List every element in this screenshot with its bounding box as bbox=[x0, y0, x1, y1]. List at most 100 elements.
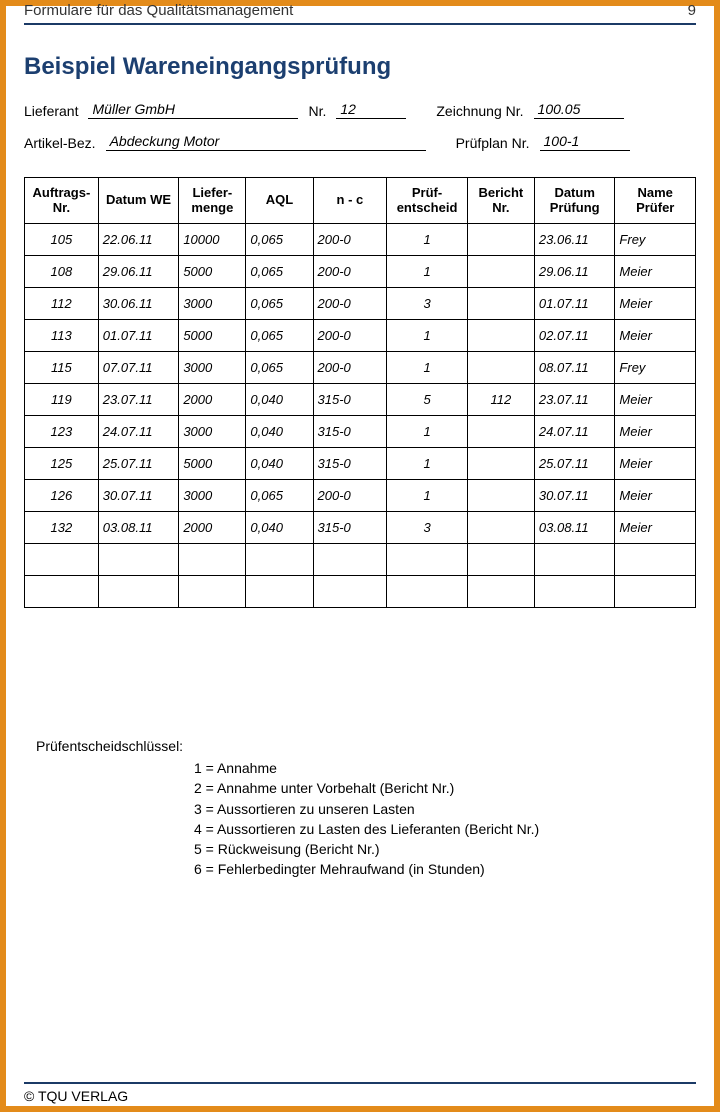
table-cell: Meier bbox=[615, 448, 696, 480]
table-cell: 22.06.11 bbox=[98, 224, 179, 256]
table-header-cell: Auftrags-Nr. bbox=[25, 178, 99, 224]
table-cell: 5000 bbox=[179, 448, 246, 480]
pruefplan-label: Prüfplan Nr. bbox=[456, 135, 530, 151]
table-cell: 113 bbox=[25, 320, 99, 352]
table-cell: Meier bbox=[615, 256, 696, 288]
table-cell: 01.07.11 bbox=[98, 320, 179, 352]
table-header-cell: Prüf-entscheid bbox=[387, 178, 468, 224]
table-cell: 29.06.11 bbox=[98, 256, 179, 288]
document-page: Formulare für das Qualitätsmanagement 9 … bbox=[0, 0, 720, 1112]
artikel-value: Abdeckung Motor bbox=[106, 133, 426, 151]
legend-item: 1 = Annahme bbox=[194, 758, 696, 778]
table-cell bbox=[313, 544, 387, 576]
lieferant-label: Lieferant bbox=[24, 103, 78, 119]
table-cell: 30.07.11 bbox=[534, 480, 615, 512]
table-cell: 126 bbox=[25, 480, 99, 512]
table-cell bbox=[467, 288, 534, 320]
table-cell: 23.07.11 bbox=[534, 384, 615, 416]
table-cell: 02.07.11 bbox=[534, 320, 615, 352]
table-cell: 200-0 bbox=[313, 480, 387, 512]
legend-item: 6 = Fehlerbedingter Mehraufwand (in Stun… bbox=[194, 859, 696, 879]
table-cell: 1 bbox=[387, 480, 468, 512]
table-cell: 0,065 bbox=[246, 224, 313, 256]
table-cell bbox=[246, 576, 313, 608]
table-cell: 115 bbox=[25, 352, 99, 384]
table-cell: 24.07.11 bbox=[534, 416, 615, 448]
legend-item: 4 = Aussortieren zu Lasten des Lieferant… bbox=[194, 819, 696, 839]
table-cell bbox=[467, 512, 534, 544]
table-cell: 1 bbox=[387, 320, 468, 352]
table-cell bbox=[467, 416, 534, 448]
table-header-cell: AQL bbox=[246, 178, 313, 224]
table-cell: Meier bbox=[615, 512, 696, 544]
table-cell bbox=[387, 544, 468, 576]
form-row-2: Artikel-Bez. Abdeckung Motor Prüfplan Nr… bbox=[24, 133, 696, 151]
table-row: 13203.08.1120000,040315-0303.08.11Meier bbox=[25, 512, 696, 544]
table-cell: 1 bbox=[387, 224, 468, 256]
table-cell: 119 bbox=[25, 384, 99, 416]
table-cell bbox=[467, 544, 534, 576]
table-cell bbox=[467, 480, 534, 512]
table-cell bbox=[467, 256, 534, 288]
table-header-row: Auftrags-Nr.Datum WELiefer-mengeAQLn - c… bbox=[25, 178, 696, 224]
table-cell: 0,040 bbox=[246, 416, 313, 448]
table-cell: Frey bbox=[615, 352, 696, 384]
table-cell: Frey bbox=[615, 224, 696, 256]
nr-label: Nr. bbox=[308, 103, 326, 119]
table-cell: 105 bbox=[25, 224, 99, 256]
table-cell: 200-0 bbox=[313, 352, 387, 384]
table-cell: Meier bbox=[615, 416, 696, 448]
table-cell: 23.06.11 bbox=[534, 224, 615, 256]
table-cell: 0,065 bbox=[246, 352, 313, 384]
table-cell bbox=[179, 544, 246, 576]
table-cell: 24.07.11 bbox=[98, 416, 179, 448]
table-cell: 200-0 bbox=[313, 256, 387, 288]
table-row: 10829.06.1150000,065200-0129.06.11Meier bbox=[25, 256, 696, 288]
nr-value: 12 bbox=[336, 101, 406, 119]
table-cell: 3000 bbox=[179, 352, 246, 384]
table-row-empty bbox=[25, 544, 696, 576]
legend-item: 2 = Annahme unter Vorbehalt (Bericht Nr.… bbox=[194, 778, 696, 798]
table-cell: 0,040 bbox=[246, 384, 313, 416]
table-cell bbox=[25, 576, 99, 608]
table-cell: 125 bbox=[25, 448, 99, 480]
table-cell: Meier bbox=[615, 480, 696, 512]
table-cell bbox=[246, 544, 313, 576]
table-cell: 3 bbox=[387, 288, 468, 320]
artikel-label: Artikel-Bez. bbox=[24, 135, 96, 151]
table-cell: 2000 bbox=[179, 512, 246, 544]
table-cell: 25.07.11 bbox=[98, 448, 179, 480]
table-cell: Meier bbox=[615, 320, 696, 352]
table-cell bbox=[467, 448, 534, 480]
table-cell bbox=[615, 576, 696, 608]
table-cell: 07.07.11 bbox=[98, 352, 179, 384]
footer-text: © TQU VERLAG bbox=[24, 1088, 128, 1104]
table-cell bbox=[313, 576, 387, 608]
table-cell: 200-0 bbox=[313, 288, 387, 320]
table-cell: 1 bbox=[387, 352, 468, 384]
legend-list: 1 = Annahme2 = Annahme unter Vorbehalt (… bbox=[194, 758, 696, 880]
table-cell: 03.08.11 bbox=[98, 512, 179, 544]
zeichnung-label: Zeichnung Nr. bbox=[436, 103, 523, 119]
header-text: Formulare für das Qualitätsmanagement bbox=[24, 2, 293, 19]
table-cell: 132 bbox=[25, 512, 99, 544]
table-cell bbox=[615, 544, 696, 576]
table-cell: 30.06.11 bbox=[98, 288, 179, 320]
header-rule bbox=[24, 23, 696, 25]
table-cell bbox=[534, 544, 615, 576]
table-cell: 315-0 bbox=[313, 416, 387, 448]
table-row: 12525.07.1150000,040315-0125.07.11Meier bbox=[25, 448, 696, 480]
table-cell: 0,065 bbox=[246, 288, 313, 320]
table-row: 10522.06.11100000,065200-0123.06.11Frey bbox=[25, 224, 696, 256]
table-cell bbox=[98, 576, 179, 608]
table-cell bbox=[534, 576, 615, 608]
table-cell: 30.07.11 bbox=[98, 480, 179, 512]
legend: Prüfentscheidschlüssel: 1 = Annahme2 = A… bbox=[24, 738, 696, 880]
table-cell: 2000 bbox=[179, 384, 246, 416]
lieferant-value: Müller GmbH bbox=[88, 101, 298, 119]
table-row: 12324.07.1130000,040315-0124.07.11Meier bbox=[25, 416, 696, 448]
zeichnung-value: 100.05 bbox=[534, 101, 624, 119]
table-cell: 112 bbox=[25, 288, 99, 320]
table-cell: 0,040 bbox=[246, 512, 313, 544]
table-cell: 3 bbox=[387, 512, 468, 544]
